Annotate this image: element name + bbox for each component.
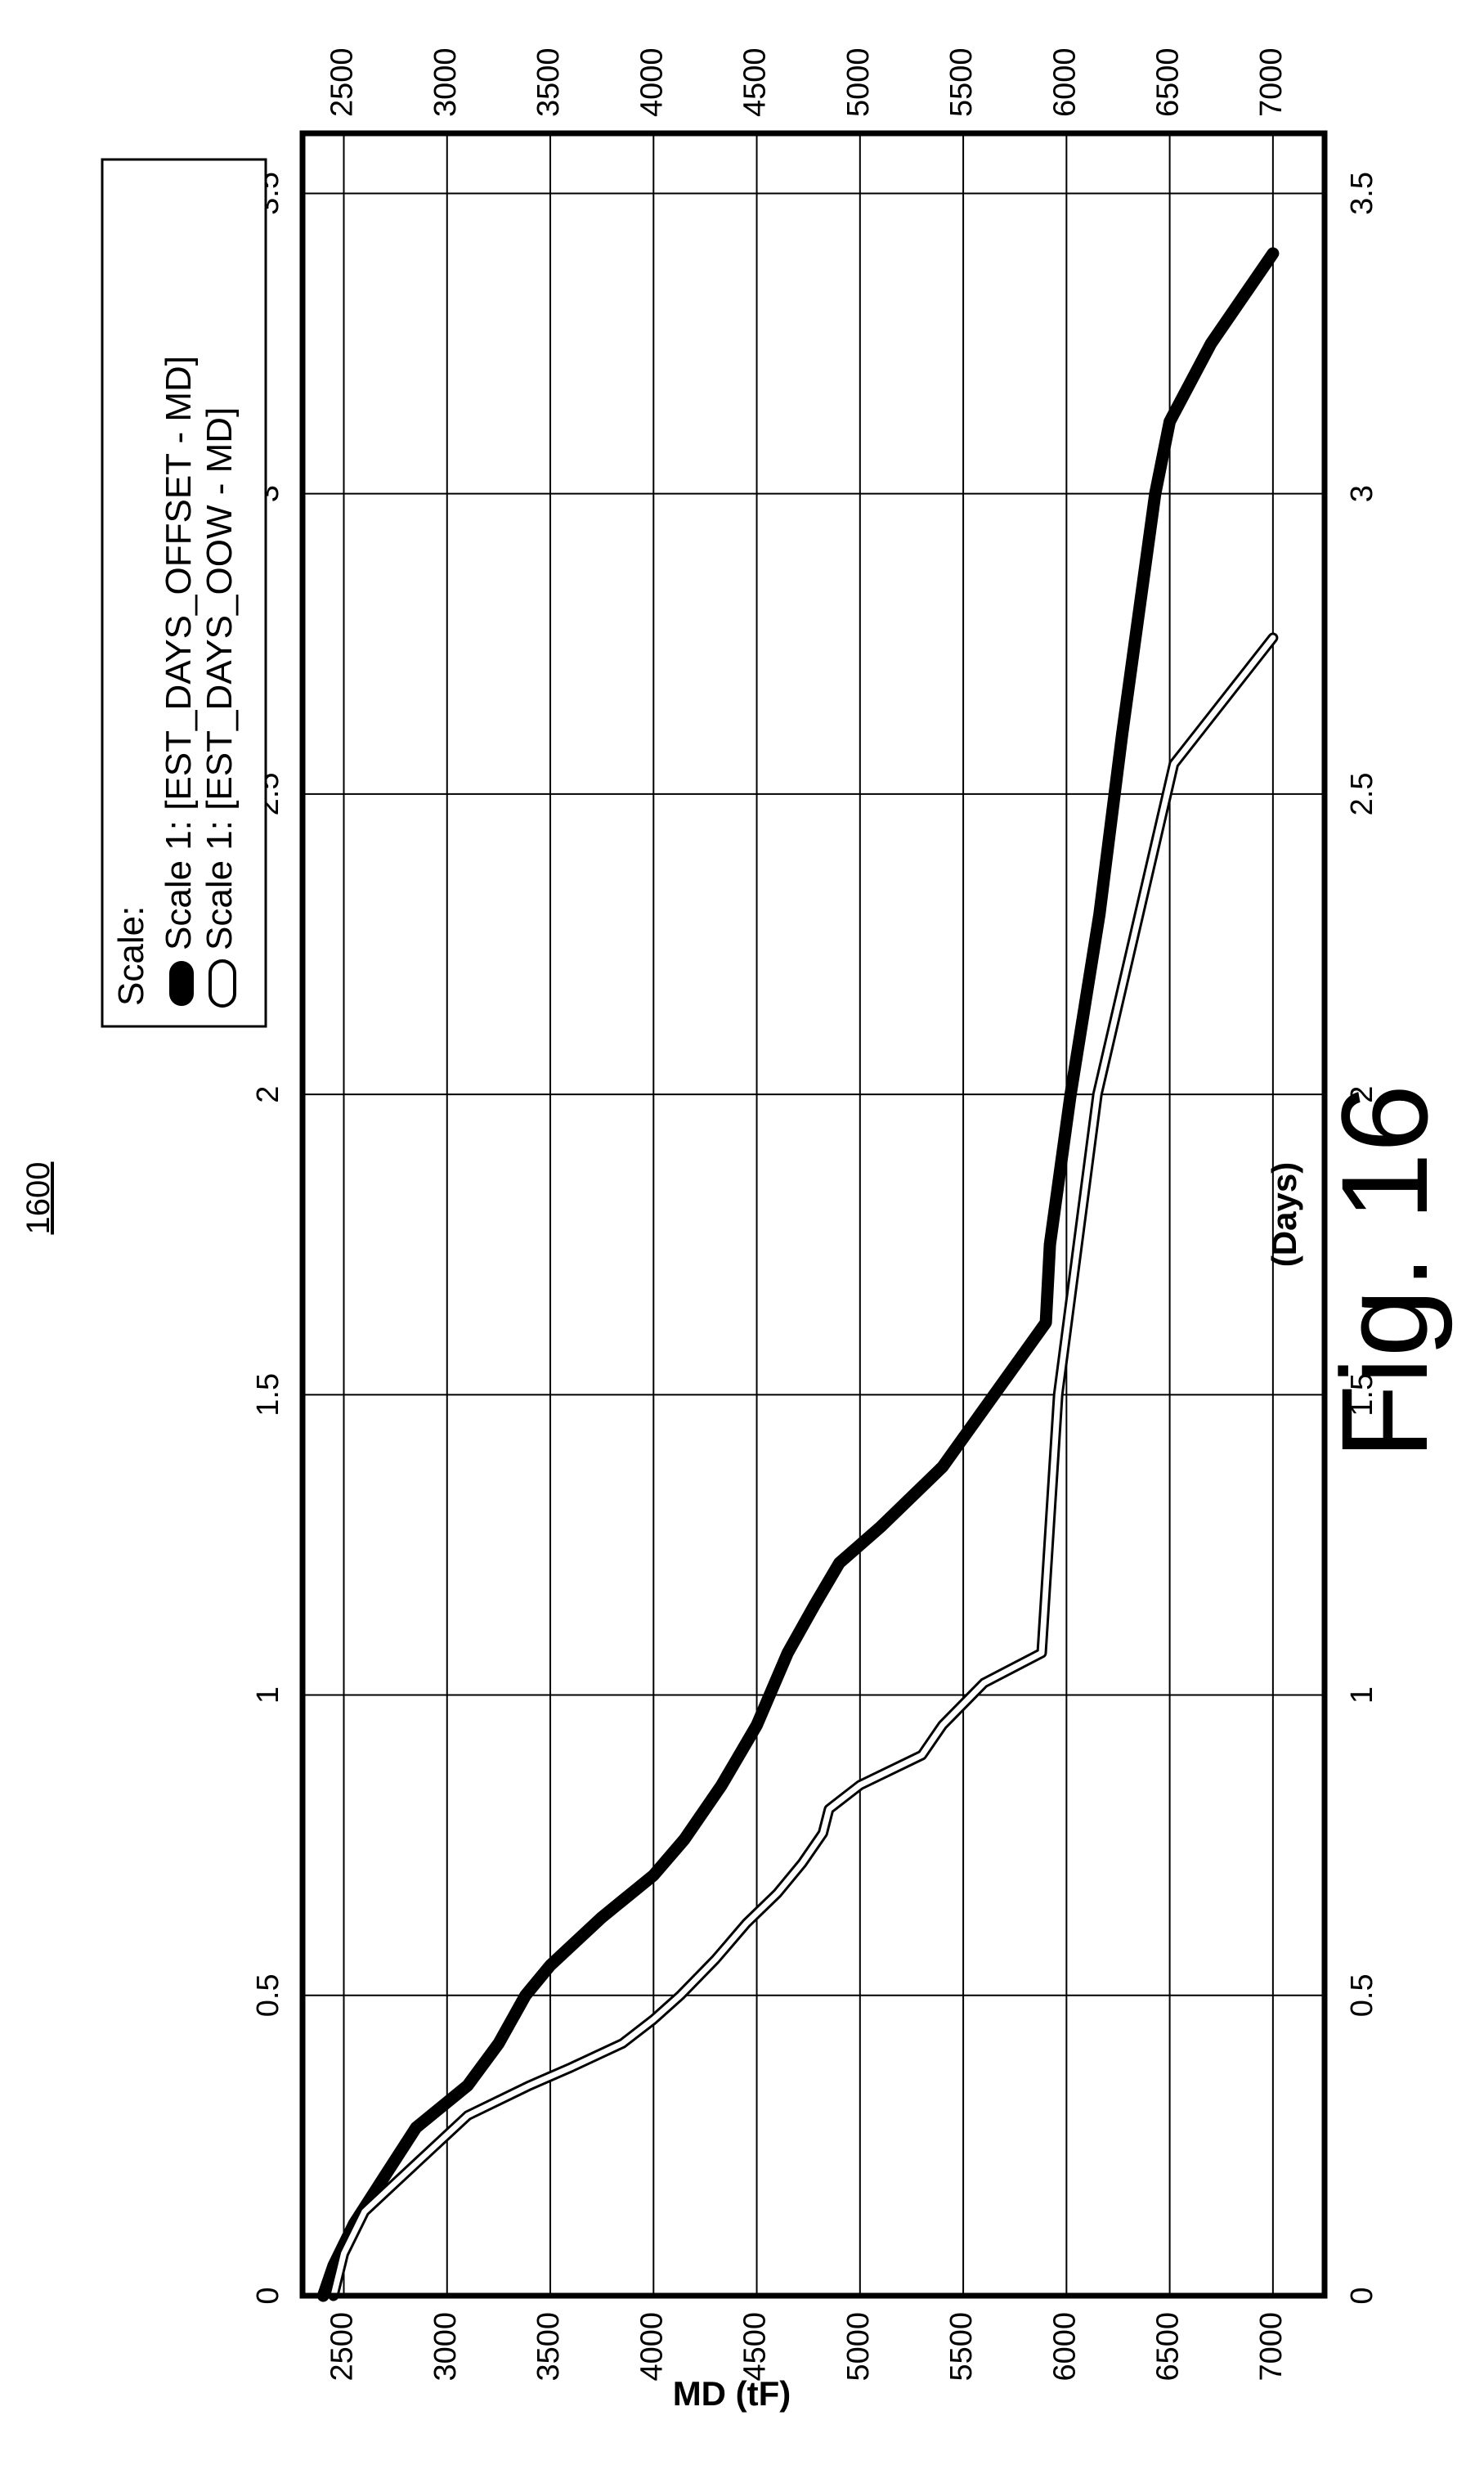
legend-swatch-oow [208, 959, 236, 1008]
x-tick-label-top: 0 [251, 2287, 285, 2304]
y-tick-label-right: 5000 [841, 47, 876, 117]
y-tick-label-left: 3500 [531, 2312, 566, 2382]
legend: Scale: Scale 1: [EST_DAYS_OFFSET - MD] Sc… [101, 158, 267, 1028]
y-axis-title: MD (tF) [673, 2374, 791, 2413]
chart-area: 0 00.5 0.51 11.5 1.52 22.5 2.53 33.5 3.525002500… [101, 47, 1379, 2413]
series-line-oow [330, 635, 1276, 2299]
y-tick-label-left: 6000 [1047, 2312, 1082, 2382]
y-tick-label-left: 6500 [1151, 2312, 1186, 2382]
y-tick-label-right: 4000 [634, 47, 669, 117]
x-tick-label-bottom: 3.5 [1345, 172, 1379, 215]
x-tick-label-bottom: 0.5 [1345, 1973, 1379, 2017]
y-tick-label-left: 7000 [1254, 2312, 1289, 2382]
figure-caption: Fig. 16 [1316, 1084, 1453, 1460]
x-tick-label-top: 0.5 [251, 1973, 285, 2017]
y-tick-label-right: 4500 [738, 47, 773, 117]
y-tick-label-left: 4500 [738, 2312, 773, 2382]
x-axis-title: (Days) [1265, 1162, 1303, 1267]
y-tick-label-right: 7000 [1254, 47, 1289, 117]
x-tick-label-top: 2 [251, 1086, 285, 1103]
gridlines [303, 133, 1325, 2297]
series-line-offset [316, 247, 1280, 2302]
y-tick-label-left: 5000 [841, 2312, 876, 2382]
figure-annotations: 1600 Fig. 16 [20, 1084, 1453, 1460]
x-tick-label-top: 1.5 [251, 1373, 285, 1417]
y-tick-label-right: 2500 [325, 47, 360, 117]
series-line-oow-outline [328, 632, 1279, 2301]
y-tick-label-left: 4000 [634, 2312, 669, 2382]
legend-entry-label: Scale 1: [EST_DAYS_OFFSET - MD] [159, 356, 199, 950]
x-tick-label-bottom: 1.5 [1345, 1373, 1379, 1417]
x-tick-label-bottom: 2 [1345, 1086, 1379, 1103]
legend-box [101, 158, 267, 1028]
y-tick-label-right: 3000 [428, 47, 463, 117]
figure-reference-number: 1600 [20, 1162, 56, 1235]
y-tick-label-left: 5500 [944, 2312, 979, 2382]
y-tick-label-right: 6500 [1151, 47, 1186, 117]
legend-entry-label: Scale 1: [EST_DAYS_OOW - MD] [200, 407, 240, 950]
legend-title: Scale: [111, 906, 151, 1006]
x-tick-label-bottom: 3 [1345, 485, 1379, 502]
x-tick-label-bottom: 0 [1345, 2287, 1379, 2304]
y-tick-label-right: 3500 [531, 47, 566, 117]
plot-frame [299, 130, 1328, 2299]
series-layer [316, 247, 1280, 2302]
legend-swatch-offset [169, 961, 194, 1006]
x-tick-label-bottom: 1 [1345, 1686, 1379, 1704]
y-tick-label-left: 2500 [325, 2312, 360, 2382]
x-tick-label-top: 1 [251, 1686, 285, 1704]
y-tick-label-right: 5500 [944, 47, 979, 117]
tick-labels: 0 00.5 0.51 11.5 1.52 22.5 2.53 33.5 3.525002500… [251, 47, 1379, 2381]
legend-entries: Scale 1: [EST_DAYS_OFFSET - MD] Scale 1: … [159, 356, 240, 1008]
x-tick-label-bottom: 2.5 [1345, 772, 1379, 815]
y-tick-label-right: 6000 [1047, 47, 1082, 117]
y-tick-label-left: 3000 [428, 2312, 463, 2382]
